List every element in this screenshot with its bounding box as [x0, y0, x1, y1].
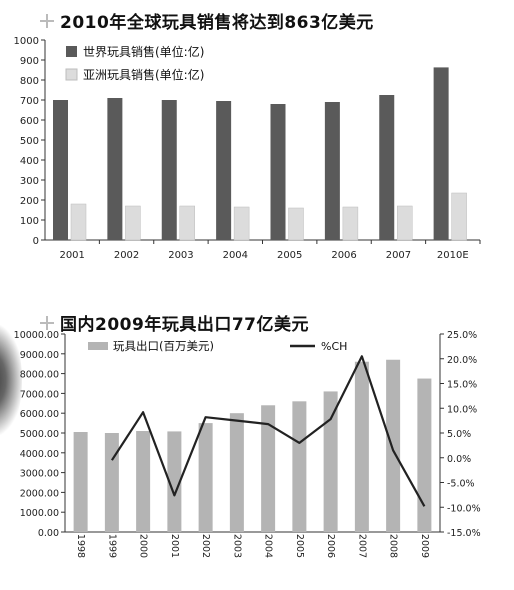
bar-asia: [397, 205, 413, 241]
bar-world: [270, 104, 286, 240]
legend-label: 亚洲玩具销售(单位:亿): [83, 67, 204, 82]
right-tick-label: 20.0%: [447, 355, 477, 366]
bar-asia: [179, 205, 195, 241]
scan-smudge: [0, 325, 22, 435]
right-tick-label: -15.0%: [447, 528, 481, 539]
x-tick-label: 2007: [356, 534, 367, 558]
chart1-title: 2010年全球玩具销售将达到863亿美元: [60, 13, 374, 33]
chart2-title: 国内2009年玩具出口77亿美元: [60, 315, 309, 335]
bar-export: [323, 391, 338, 532]
bar-export: [104, 433, 119, 532]
legend-label-bars: 玩具出口(百万美元): [113, 339, 214, 353]
bar-export: [417, 378, 432, 532]
bar-world: [433, 67, 449, 241]
x-tick-label: 2003: [168, 250, 193, 261]
x-tick-label: 2001: [59, 250, 84, 261]
bar-asia: [125, 205, 141, 241]
y-tick-label: 700: [20, 96, 39, 107]
bar-export: [292, 401, 307, 532]
bar-export: [198, 423, 213, 532]
x-tick-label: 2005: [277, 250, 302, 261]
x-tick-label: 2009: [419, 534, 430, 558]
legend-label: 世界玩具销售(单位:亿): [83, 44, 204, 59]
y-tick-label: 200: [20, 196, 39, 207]
x-tick-label: 2003: [231, 534, 242, 558]
world-toy-sales-chart: 0 100 200 300 400 500 600 700 800 900 1000 2001 2002…: [14, 36, 481, 261]
x-tick-label: 2005: [294, 534, 305, 558]
x-tick-label: 2007: [386, 250, 411, 261]
right-tick-label: 15.0%: [447, 380, 477, 391]
y-tick-label: 800: [20, 76, 39, 87]
bar-asia: [342, 206, 359, 241]
bar-export: [354, 361, 369, 532]
chart2-title-row: 国内2009年玩具出口77亿美元: [40, 310, 309, 335]
plus-icon: [40, 13, 54, 28]
bar-export: [136, 431, 151, 532]
x-tick-label: 2006: [325, 534, 336, 558]
plus-icon: [40, 315, 54, 330]
world-toy-sales-panel: 2010年全球玩具销售将达到863亿美元 0 100 200 300 400 500 600…: [0, 0, 514, 290]
bar-world: [53, 100, 68, 240]
legend-swatch: [65, 68, 78, 81]
left-tick-label: 6000.00: [20, 409, 59, 420]
bar-asia: [70, 203, 87, 241]
y-tick-label: 1000: [14, 36, 39, 47]
bar-world: [161, 100, 177, 240]
y-tick-label: 600: [20, 116, 39, 127]
x-tick-label: 1999: [106, 534, 117, 558]
left-tick-label: 8000.00: [20, 370, 59, 381]
x-tick-label: 2002: [200, 534, 211, 558]
bar-asia: [233, 206, 250, 241]
right-tick-label: 10.0%: [447, 404, 477, 415]
x-tick-label: 2001: [169, 534, 180, 558]
x-tick-label: 2008: [388, 534, 399, 558]
left-tick-label: 2000.00: [20, 488, 59, 499]
bar-export: [386, 359, 401, 532]
left-tick-label: 3000.00: [20, 469, 59, 480]
bar-world: [379, 95, 395, 240]
right-tick-label: 5.0%: [447, 429, 471, 440]
left-tick-label: 5000.00: [20, 429, 59, 440]
right-tick-label: -10.0%: [447, 503, 481, 514]
x-tick-label: 1998: [75, 534, 86, 558]
y-tick-label: 300: [20, 176, 39, 187]
x-tick-label: 2006: [331, 250, 356, 261]
bar-export: [167, 431, 182, 532]
right-tick-label: 25.0%: [447, 330, 477, 341]
right-tick-label: -5.0%: [447, 479, 475, 490]
bar-export: [229, 413, 244, 532]
x-tick-label: 2004: [263, 534, 274, 558]
x-tick-label: 2004: [223, 250, 248, 261]
chart1-title-row: 2010年全球玩具销售将达到863亿美元: [40, 8, 374, 33]
legend-swatch-bars: [88, 342, 108, 350]
bar-export: [261, 405, 276, 532]
legend-swatch: [66, 46, 77, 57]
bar-asia: [451, 192, 467, 241]
right-tick-label: 0.0%: [447, 454, 471, 465]
china-toy-export-chart: 0.00 1000.00 2000.00 3000.00 4000.00 5000.00 6…: [14, 330, 481, 558]
left-tick-label: 10000.00: [14, 330, 59, 341]
x-tick-label: 2000: [138, 534, 149, 558]
left-tick-label: 7000.00: [20, 389, 59, 400]
left-tick-label: 1000.00: [20, 508, 59, 519]
y-tick-label: 100: [20, 216, 39, 227]
y-tick-label: 900: [20, 56, 39, 67]
china-toy-export-panel: 国内2009年玩具出口77亿美元 0.00 1000.00 2000.00 3000.…: [0, 300, 514, 590]
x-tick-label: 2010E: [437, 250, 469, 261]
bar-world: [107, 98, 123, 240]
y-tick-label: 500: [20, 136, 39, 147]
left-tick-label: 4000.00: [20, 449, 59, 460]
bar-asia: [288, 207, 304, 241]
y-tick-label: 400: [20, 156, 39, 167]
left-tick-label: 9000.00: [20, 350, 59, 361]
bar-export: [73, 432, 88, 532]
bar-world: [216, 101, 232, 240]
bar-world: [324, 102, 340, 240]
legend-label-line: %CH: [321, 340, 347, 353]
y-tick-label: 0: [33, 236, 39, 247]
line-pct-change: [110, 355, 426, 507]
left-tick-label: 0.00: [38, 528, 59, 539]
x-tick-label: 2002: [114, 250, 139, 261]
